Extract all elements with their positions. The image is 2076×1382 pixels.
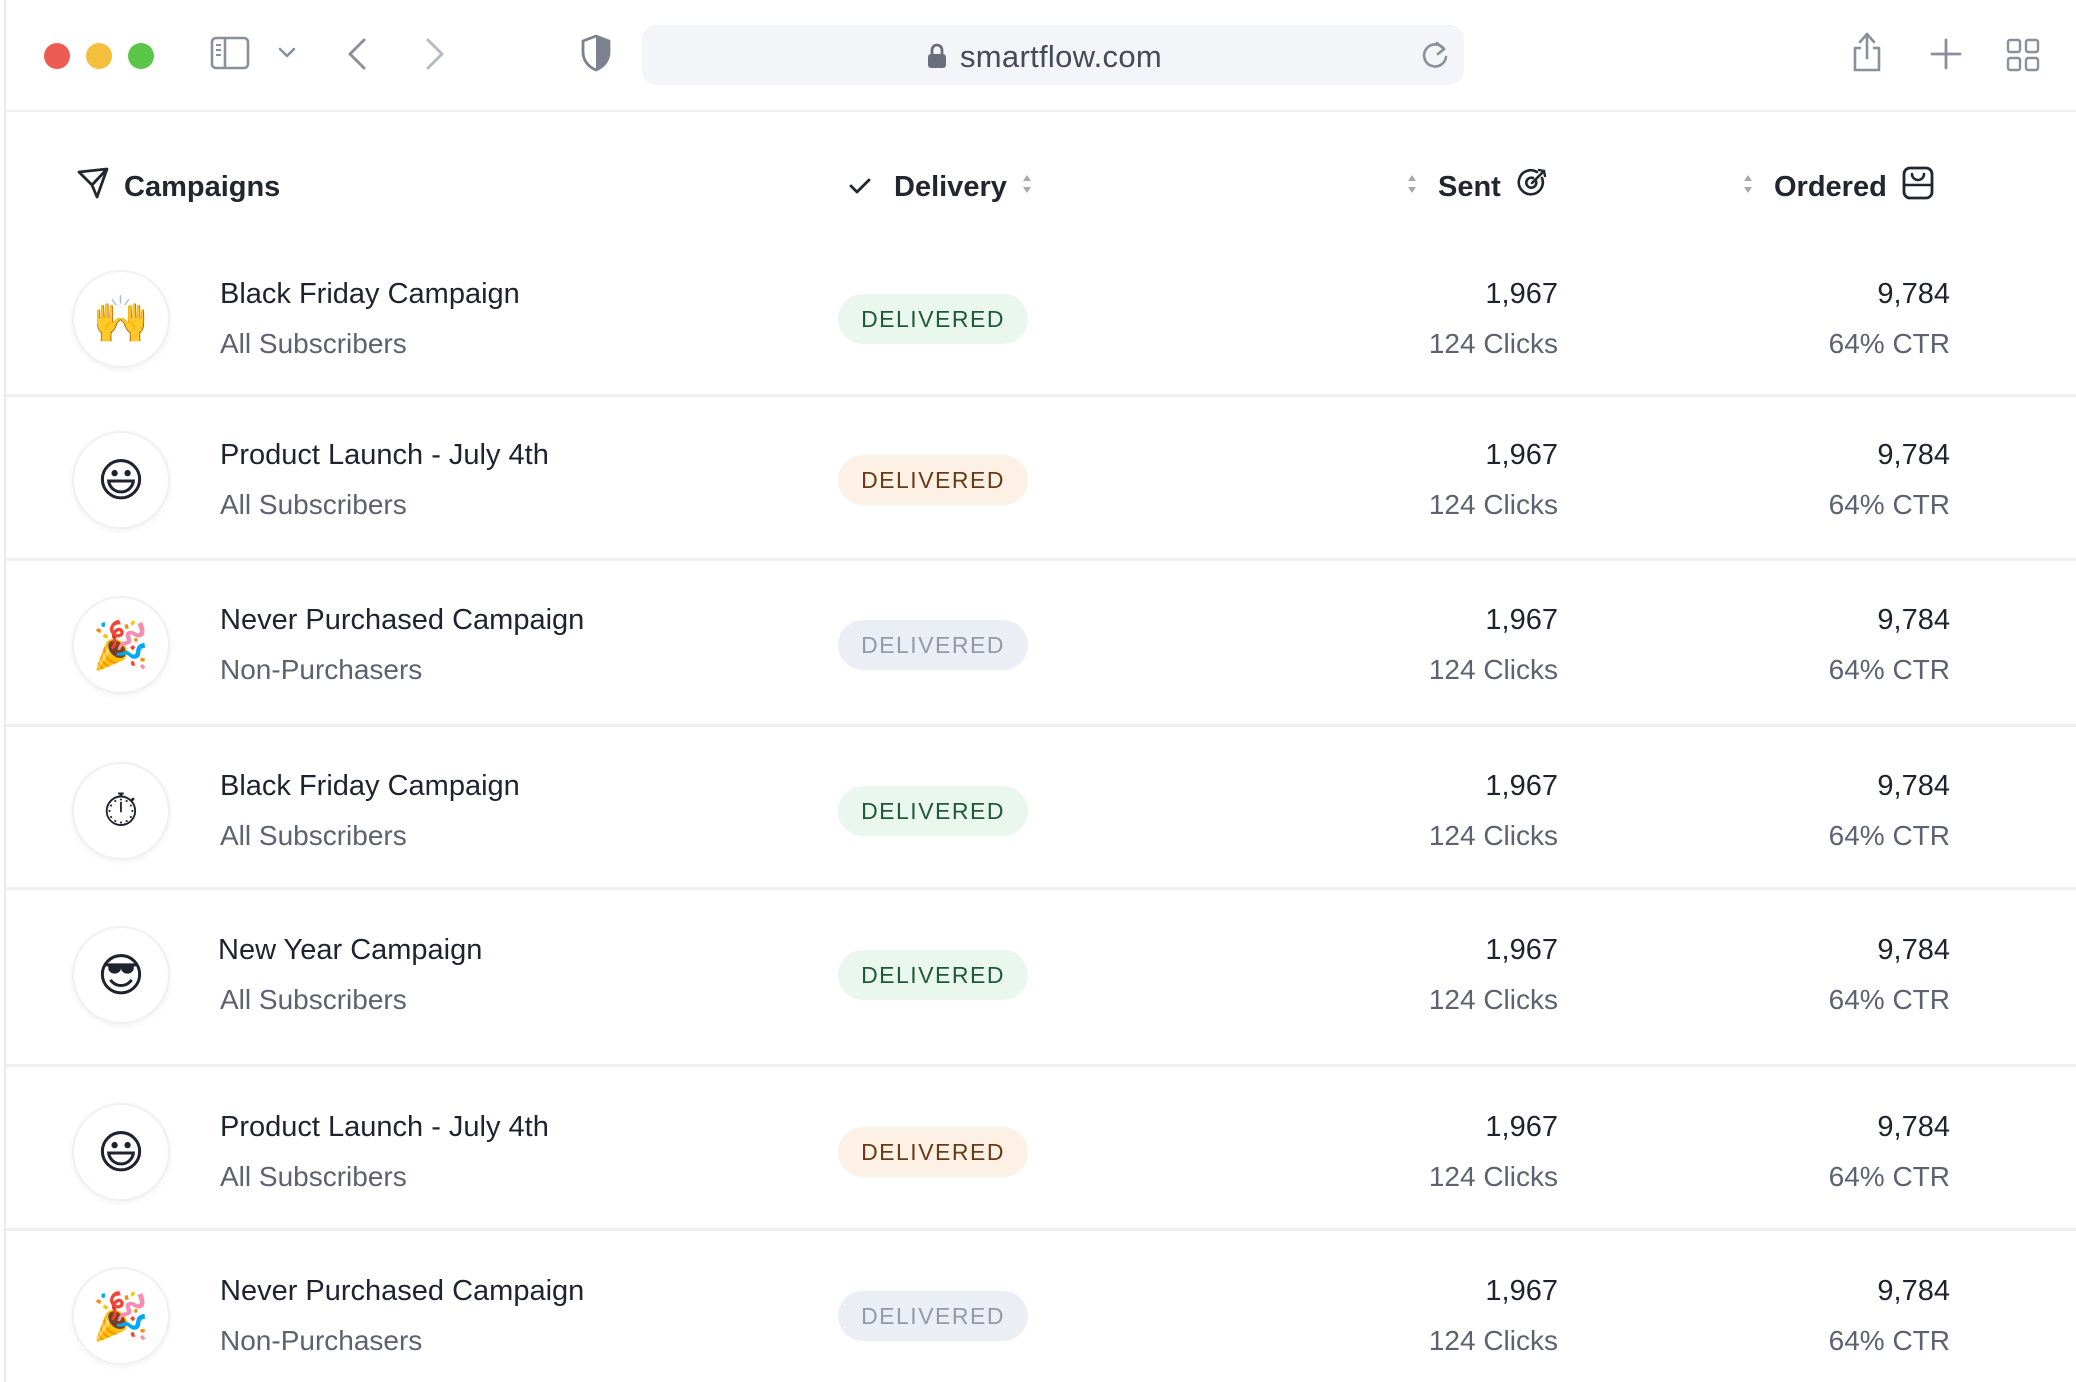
sent-label: Sent [1438,170,1501,203]
clicks-count: 124 Clicks [1428,328,1558,359]
sent-count: 1,967 [1485,278,1558,310]
table-row[interactable]: 🎉 Never Purchased Campaign Non-Purchaser… [6,561,2076,727]
status-badge: DELIVERED [838,1127,1028,1177]
clicks-count: 124 Clicks [1428,984,1558,1015]
url-text: smartflow.com [960,39,1162,74]
clicks-count: 124 Clicks [1428,489,1558,520]
minimize-window-button[interactable] [86,43,112,69]
ctr-value: 64% CTR [1828,654,1950,685]
sent-count: 1,967 [1485,604,1558,636]
ctr-value: 64% CTR [1828,489,1950,520]
column-header-delivery[interactable]: Delivery [848,162,1033,212]
ordered-count: 9,784 [1877,1275,1950,1307]
sort-icon[interactable] [1021,171,1033,204]
chevron-down-icon[interactable] [278,46,296,60]
sent-count: 1,967 [1485,770,1558,802]
sent-count: 1,967 [1485,1275,1558,1307]
sort-icon[interactable] [1742,171,1754,204]
zoom-window-button[interactable] [128,43,154,69]
campaign-audience: Non-Purchasers [220,1325,423,1356]
campaign-emoji-avatar: 😎 [72,926,170,1024]
clicks-count: 124 Clicks [1428,820,1558,851]
sort-icon[interactable] [1406,171,1418,204]
campaign-name[interactable]: Black Friday Campaign [220,770,520,802]
column-header-ordered[interactable]: Ordered [1742,162,1935,212]
campaign-emoji-avatar: 🙌 [72,270,170,368]
campaign-name[interactable]: Product Launch - July 4th [220,1111,549,1143]
campaign-name[interactable]: Black Friday Campaign [220,278,520,310]
table-row[interactable]: 😃 Product Launch - July 4th All Subscrib… [6,397,2076,561]
campaign-emoji-avatar: ⏱ [72,762,170,860]
ctr-value: 64% CTR [1828,984,1950,1015]
campaigns-label: Campaigns [124,170,281,203]
campaign-audience: All Subscribers [220,984,407,1015]
close-window-button[interactable] [44,43,70,69]
target-icon [1515,166,1549,208]
campaign-audience: All Subscribers [220,1161,407,1192]
campaign-emoji-avatar: 😃 [72,1103,170,1201]
ordered-count: 9,784 [1877,934,1950,966]
ctr-value: 64% CTR [1828,328,1950,359]
ctr-value: 64% CTR [1828,1161,1950,1192]
table-row[interactable]: 😎 New Year Campaign All Subscribers DELI… [6,890,2076,1067]
send-icon [76,166,110,208]
browser-toolbar: smartflow.com [6,0,2076,112]
campaign-name[interactable]: New Year Campaign [218,934,483,966]
ctr-value: 64% CTR [1828,820,1950,851]
ordered-label: Ordered [1774,170,1887,203]
clicks-count: 124 Clicks [1428,654,1558,685]
clicks-count: 124 Clicks [1428,1161,1558,1192]
campaign-name[interactable]: Never Purchased Campaign [220,604,585,636]
delivery-label: Delivery [894,170,1007,203]
status-badge: DELIVERED [838,950,1028,1000]
ordered-count: 9,784 [1877,770,1950,802]
campaign-audience: All Subscribers [220,489,407,520]
new-tab-icon[interactable] [1930,38,1962,70]
sent-count: 1,967 [1485,1111,1558,1143]
shield-icon[interactable] [580,34,612,72]
status-badge: DELIVERED [838,1291,1028,1341]
table-row[interactable]: 🙌 Black Friday Campaign All Subscribers … [6,244,2076,397]
lock-icon [926,42,948,75]
tab-overview-icon[interactable] [2006,38,2040,72]
campaign-emoji-avatar: 🎉 [72,1267,170,1365]
ordered-count: 9,784 [1877,1111,1950,1143]
table-row[interactable]: 😃 Product Launch - July 4th All Subscrib… [6,1067,2076,1231]
campaign-audience: Non-Purchasers [220,654,423,685]
ordered-count: 9,784 [1877,278,1950,310]
address-bar[interactable]: smartflow.com [642,25,1464,85]
browser-window: smartflow.com Campaigns Delivery [4,0,2076,1382]
check-icon [848,171,872,204]
shopping-bag-icon [1901,165,1935,209]
sent-count: 1,967 [1485,934,1558,966]
ordered-count: 9,784 [1877,439,1950,471]
table-header: Campaigns Delivery Sent Ordered [6,112,2076,262]
table-row[interactable]: 🎉 Never Purchased Campaign Non-Purchaser… [6,1231,2076,1382]
table-row[interactable]: ⏱ Black Friday Campaign All Subscribers … [6,727,2076,890]
clicks-count: 124 Clicks [1428,1325,1558,1356]
campaign-audience: All Subscribers [220,820,407,851]
column-header-campaigns[interactable]: Campaigns [76,162,280,212]
status-badge: DELIVERED [838,455,1028,505]
forward-icon[interactable] [424,36,446,72]
campaign-name[interactable]: Product Launch - July 4th [220,439,549,471]
campaign-emoji-avatar: 😃 [72,431,170,529]
sent-count: 1,967 [1485,439,1558,471]
status-badge: DELIVERED [838,294,1028,344]
status-badge: DELIVERED [838,786,1028,836]
campaign-emoji-avatar: 🎉 [72,596,170,694]
status-badge: DELIVERED [838,620,1028,670]
campaign-audience: All Subscribers [220,328,407,359]
campaign-name[interactable]: Never Purchased Campaign [220,1275,585,1307]
reload-icon[interactable] [1420,39,1450,76]
ctr-value: 64% CTR [1828,1325,1950,1356]
sidebar-toggle-icon[interactable] [210,36,250,70]
column-header-sent[interactable]: Sent [1406,162,1549,212]
back-icon[interactable] [346,36,368,72]
ordered-count: 9,784 [1877,604,1950,636]
share-icon[interactable] [1850,30,1884,74]
